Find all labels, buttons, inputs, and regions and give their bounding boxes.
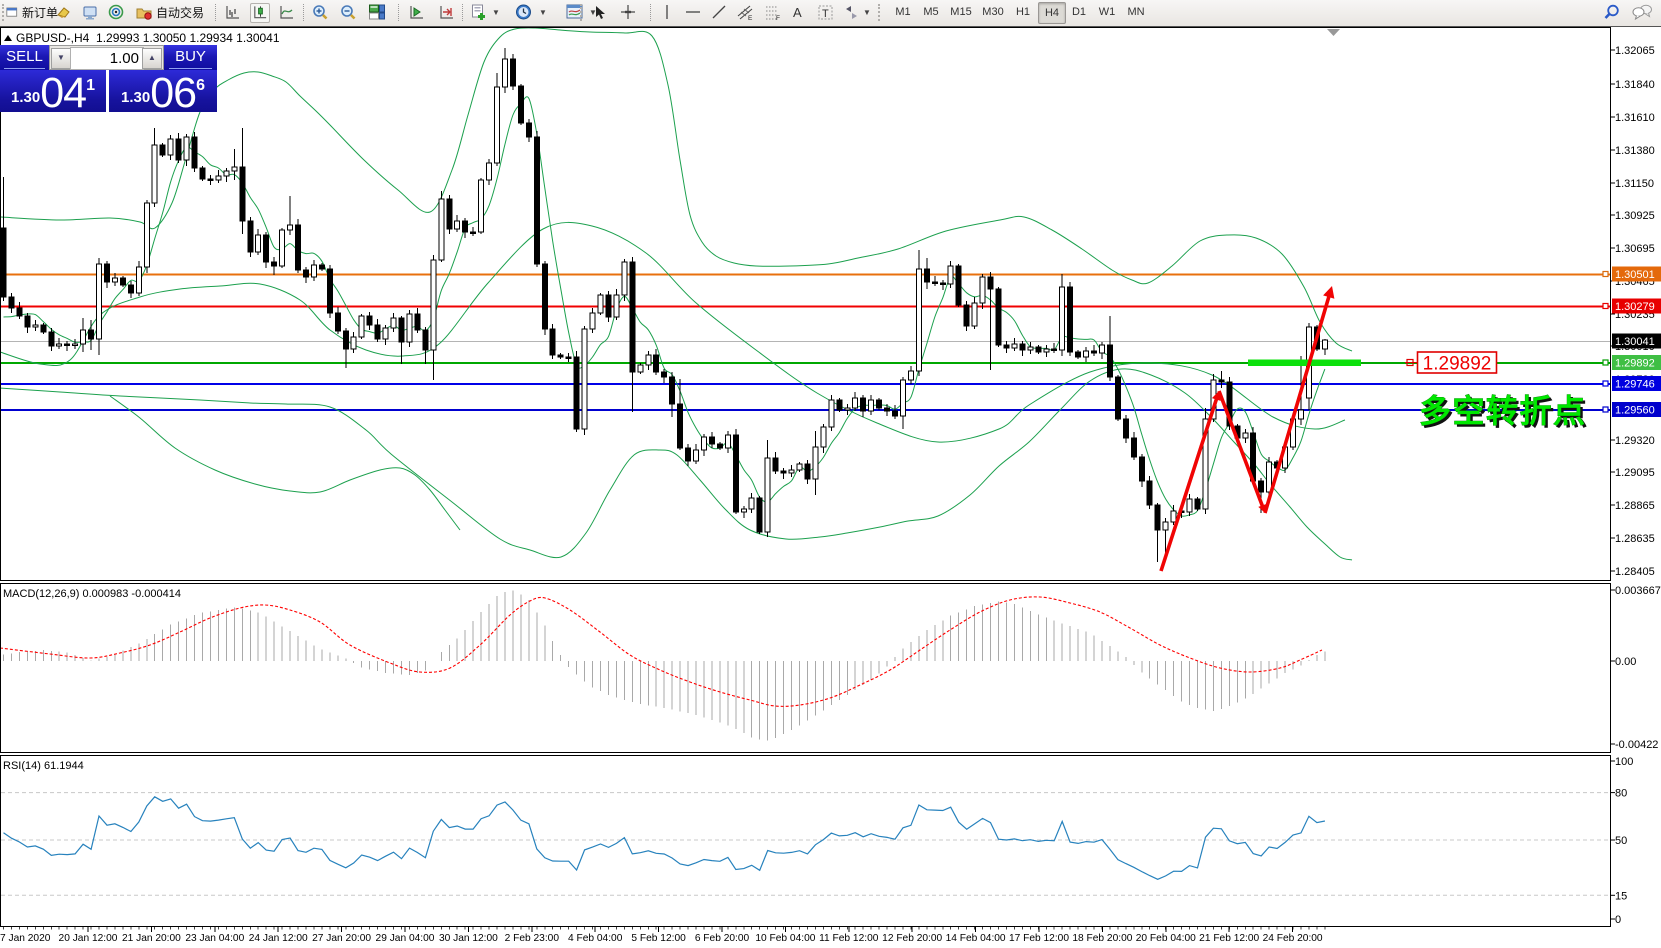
- svg-text:0: 0: [1615, 914, 1621, 926]
- svg-text:1.31150: 1.31150: [1615, 178, 1654, 190]
- svg-text:24 Feb 20:00: 24 Feb 20:00: [1263, 933, 1323, 944]
- svg-text:-0.00422: -0.00422: [1615, 739, 1658, 751]
- svg-text:1.30695: 1.30695: [1615, 243, 1655, 255]
- svg-text:21 Feb 12:00: 21 Feb 12:00: [1199, 933, 1259, 944]
- svg-text:GBPUSD-,H4 1.29993 1.30050 1.: GBPUSD-,H4 1.29993 1.30050 1.29934 1.300…: [16, 31, 280, 45]
- svg-text:1.29892: 1.29892: [1423, 354, 1492, 375]
- svg-text:多空转折点: 多空转折点: [1422, 396, 1590, 432]
- svg-text:1.32065: 1.32065: [1615, 45, 1655, 57]
- svg-text:17 Feb 12:00: 17 Feb 12:00: [1009, 933, 1069, 944]
- svg-text:11 Feb 12:00: 11 Feb 12:00: [819, 933, 879, 944]
- svg-text:1.31380: 1.31380: [1615, 145, 1655, 157]
- svg-text:4 Feb 04:00: 4 Feb 04:00: [568, 933, 623, 944]
- svg-text:1.28865: 1.28865: [1615, 500, 1655, 512]
- svg-text:RSI(14) 61.1944: RSI(14) 61.1944: [3, 760, 84, 772]
- svg-text:1.28635: 1.28635: [1615, 533, 1655, 545]
- svg-text:29 Jan 04:00: 29 Jan 04:00: [376, 933, 435, 944]
- svg-text:21 Jan 20:00: 21 Jan 20:00: [122, 933, 181, 944]
- svg-text:1.29320: 1.29320: [1615, 435, 1655, 447]
- svg-text:1.30501: 1.30501: [1615, 269, 1655, 281]
- svg-text:0.003667: 0.003667: [1615, 585, 1661, 597]
- svg-text:E: E: [748, 15, 753, 21]
- svg-text:1.29746: 1.29746: [1615, 379, 1655, 391]
- svg-text:1.30041: 1.30041: [1615, 336, 1655, 348]
- svg-text:1.29892: 1.29892: [1615, 358, 1655, 370]
- svg-text:80: 80: [1615, 788, 1627, 800]
- svg-text:20 Jan 12:00: 20 Jan 12:00: [59, 933, 118, 944]
- svg-text:6 Feb 20:00: 6 Feb 20:00: [695, 933, 750, 944]
- svg-text:7 Jan 2020: 7 Jan 2020: [0, 933, 51, 944]
- svg-text:F: F: [776, 15, 780, 21]
- svg-text:18 Feb 20:00: 18 Feb 20:00: [1072, 933, 1132, 944]
- svg-text:1.31840: 1.31840: [1615, 79, 1655, 91]
- svg-text:15: 15: [1615, 890, 1627, 902]
- svg-text:1.29095: 1.29095: [1615, 467, 1655, 479]
- svg-text:12 Feb 20:00: 12 Feb 20:00: [882, 933, 942, 944]
- svg-text:100: 100: [1615, 756, 1633, 768]
- svg-text:20 Feb 04:00: 20 Feb 04:00: [1136, 933, 1196, 944]
- svg-text:多空转折点: 多空转折点: [1419, 393, 1587, 429]
- svg-text:14 Feb 04:00: 14 Feb 04:00: [946, 933, 1006, 944]
- svg-text:2 Feb 23:00: 2 Feb 23:00: [505, 933, 560, 944]
- svg-text:0.00: 0.00: [1615, 656, 1636, 668]
- svg-text:T: T: [822, 8, 829, 20]
- svg-text:1.30279: 1.30279: [1615, 301, 1655, 313]
- svg-text:24 Jan 12:00: 24 Jan 12:00: [249, 933, 308, 944]
- svg-text:MACD(12,26,9) 0.000983 -0.0004: MACD(12,26,9) 0.000983 -0.000414: [3, 588, 181, 600]
- svg-text:23 Jan 04:00: 23 Jan 04:00: [185, 933, 244, 944]
- svg-text:1.29560: 1.29560: [1615, 405, 1655, 417]
- svg-text:1.31610: 1.31610: [1615, 112, 1655, 124]
- svg-text:5 Feb 12:00: 5 Feb 12:00: [631, 933, 686, 944]
- svg-text:27 Jan 20:00: 27 Jan 20:00: [312, 933, 371, 944]
- svg-text:1.28405: 1.28405: [1615, 566, 1655, 578]
- svg-text:1.30925: 1.30925: [1615, 210, 1655, 222]
- svg-text:30 Jan 12:00: 30 Jan 12:00: [439, 933, 498, 944]
- svg-text:50: 50: [1615, 835, 1627, 847]
- svg-text:10 Feb 04:00: 10 Feb 04:00: [755, 933, 815, 944]
